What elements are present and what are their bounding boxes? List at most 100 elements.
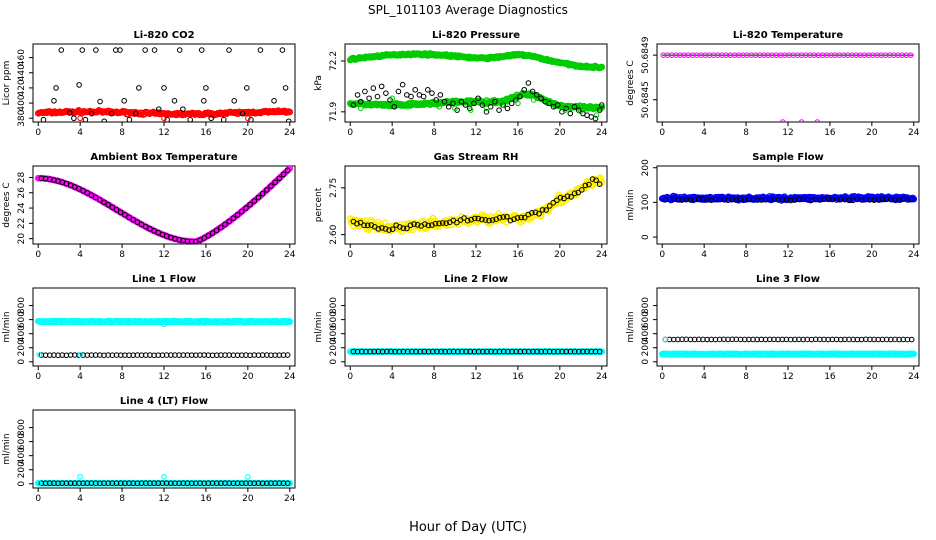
x-tick-label: 0 xyxy=(35,372,41,382)
y-tick-label: 28 xyxy=(17,171,27,183)
data-point xyxy=(53,85,59,91)
data-point xyxy=(77,351,83,358)
data-point xyxy=(592,115,599,122)
data-point xyxy=(479,102,486,108)
y-tick-label: 71.9 xyxy=(329,102,339,122)
data-point xyxy=(578,109,584,115)
y-tick-label: 72.2 xyxy=(329,51,339,71)
data-point xyxy=(483,109,490,115)
series-2 xyxy=(660,52,914,122)
x-tick-label: 12 xyxy=(782,372,793,382)
x-tick-label: 0 xyxy=(659,250,665,260)
x-tick-label: 24 xyxy=(284,372,296,382)
data-point xyxy=(596,107,603,113)
y-tick-label: 800 xyxy=(329,297,339,314)
data-point xyxy=(171,97,178,104)
data-point xyxy=(138,221,145,228)
plot-frame xyxy=(32,409,296,489)
figure-xlabel: Hour of Day (UTC) xyxy=(409,520,527,535)
data-point xyxy=(907,52,914,58)
data-point xyxy=(357,219,364,226)
panel-2: Li-820 Pressure kPa 0 4 8 12 16 20 24 71.9 72.2 xyxy=(314,30,608,138)
data-point xyxy=(437,92,444,98)
data-point xyxy=(77,473,83,480)
data-point xyxy=(286,108,294,116)
data-point xyxy=(370,85,377,91)
y-axis-label: percent xyxy=(314,187,324,222)
data-point xyxy=(40,116,47,122)
data-point xyxy=(562,107,568,113)
data-point xyxy=(378,83,385,90)
series-2 xyxy=(350,176,603,233)
x-tick-label: 24 xyxy=(908,128,920,138)
data-point xyxy=(798,119,805,122)
x-tick-label: 20 xyxy=(242,250,254,260)
data-point xyxy=(564,193,571,199)
data-point xyxy=(412,86,419,93)
x-tick-label: 20 xyxy=(866,128,878,138)
data-point xyxy=(471,100,477,107)
data-point xyxy=(533,92,540,98)
y-tick-label: 26 xyxy=(17,187,27,199)
x-tick-label: 24 xyxy=(284,128,296,138)
y-tick-label: 200 xyxy=(17,339,27,356)
y-tick-label: 22 xyxy=(17,218,27,229)
data-point xyxy=(58,47,65,53)
series-2 xyxy=(40,47,292,122)
data-point xyxy=(198,47,205,53)
x-tick-label: 20 xyxy=(554,250,566,260)
data-point xyxy=(362,88,368,95)
data-point xyxy=(529,209,535,216)
data-point xyxy=(354,220,360,227)
y-axis-label: ml/min xyxy=(2,311,12,342)
data-point xyxy=(598,102,605,108)
data-point xyxy=(496,214,503,221)
data-point xyxy=(155,106,162,112)
data-point xyxy=(97,197,103,203)
data-point xyxy=(511,216,517,222)
series-2 xyxy=(662,196,915,204)
panel-title: Li-820 Temperature xyxy=(733,30,843,41)
y-tick-label: 0 xyxy=(17,359,27,365)
y-axis-label: ml/min xyxy=(626,311,636,342)
x-tick-label: 8 xyxy=(119,128,125,138)
x-tick-label: 4 xyxy=(701,250,707,260)
y-tick-label: 600 xyxy=(641,311,651,328)
data-point xyxy=(122,212,128,218)
data-point xyxy=(582,182,589,189)
y-tick-label: 440 xyxy=(17,64,27,81)
x-tick-label: 16 xyxy=(512,250,524,260)
data-point xyxy=(400,225,407,231)
data-point xyxy=(117,209,124,216)
data-point xyxy=(263,187,270,193)
y-tick-label: 50.6845 xyxy=(641,81,651,118)
series-group xyxy=(660,52,914,122)
data-point xyxy=(454,219,460,226)
x-tick-label: 0 xyxy=(35,128,41,138)
x-tick-label: 24 xyxy=(596,250,608,260)
x-tick-label: 8 xyxy=(119,372,125,382)
data-point xyxy=(468,216,474,223)
data-point xyxy=(779,119,786,122)
data-point xyxy=(475,95,481,102)
series-2 xyxy=(346,90,606,113)
x-tick-label: 4 xyxy=(701,128,707,138)
series-group xyxy=(346,174,606,235)
data-point xyxy=(92,194,99,201)
data-point xyxy=(391,103,398,110)
data-point xyxy=(71,115,77,122)
y-axis-label: ml/min xyxy=(626,189,636,220)
x-tick-label: 16 xyxy=(824,250,836,260)
x-tick-label: 8 xyxy=(119,250,125,260)
series-2 xyxy=(662,336,915,343)
data-point xyxy=(521,86,528,93)
x-tick-label: 24 xyxy=(908,372,920,382)
data-point xyxy=(571,190,578,197)
x-tick-label: 8 xyxy=(431,372,437,382)
data-point xyxy=(383,90,389,96)
data-point xyxy=(452,105,458,112)
data-point xyxy=(420,102,427,108)
data-point xyxy=(546,100,553,107)
panel-title: Line 2 Flow xyxy=(444,274,508,285)
x-tick-label: 24 xyxy=(284,250,296,260)
